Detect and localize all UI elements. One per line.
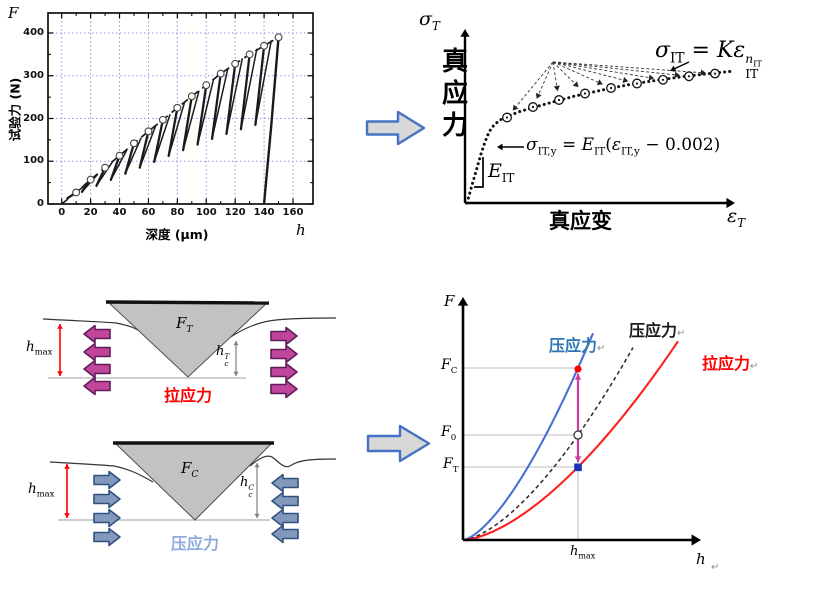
p2-epsilon-axis-symbol: εT bbox=[727, 205, 746, 230]
p2-yaxis-title: 真应力 bbox=[441, 47, 468, 141]
p1-yaxis-title: 试验力 (N) bbox=[7, 77, 23, 142]
p2-indentation-modulus-label: EIT bbox=[488, 160, 515, 185]
x-tick-label: 80 bbox=[170, 207, 185, 218]
p1-xaxis-title: 深度 (μm) bbox=[145, 227, 209, 242]
x-tick-label: 0 bbox=[58, 207, 66, 218]
p2-xaxis-title: 真应变 bbox=[549, 209, 612, 233]
y-tick-label: 200 bbox=[23, 112, 44, 124]
p4-reference-curve-label: 压应力↵ bbox=[629, 321, 686, 340]
y-tick-label: 300 bbox=[23, 69, 44, 81]
p1-depth-axis-symbol: h bbox=[296, 221, 306, 239]
y-tick-label: 0 bbox=[37, 198, 44, 209]
p3-compressive-force-label: FC bbox=[181, 459, 199, 480]
p3-compressive-hmax-label: hmax bbox=[28, 481, 55, 499]
x-tick-label: 60 bbox=[141, 207, 156, 218]
p2-yield-formula: σIT,y = EIT(εIT,y − 0.002) bbox=[526, 135, 721, 158]
p4-ft-tick-label: FT bbox=[443, 456, 459, 475]
x-tick-label: 120 bbox=[224, 207, 246, 218]
right-block-arrow-2 bbox=[366, 424, 431, 463]
y-tick-label: 100 bbox=[23, 155, 44, 167]
right-block-arrow-1 bbox=[365, 110, 426, 146]
p4-compressive-curve-label: 压应力↵ bbox=[549, 336, 606, 355]
p3-tensile-hmax-label: hmax bbox=[26, 339, 53, 357]
p3-tensile-force-label: FT bbox=[176, 314, 193, 335]
p3-tensile-stress-caption: 拉应力 bbox=[164, 386, 213, 405]
p4-depth-axis-symbol: h bbox=[696, 550, 706, 568]
p4-hmax-tick-label: hmax bbox=[570, 544, 596, 561]
p3-compressive-stress-caption: 压应力 bbox=[171, 534, 220, 553]
p4-return-mark-h: ↵ bbox=[711, 562, 720, 573]
x-tick-label: 40 bbox=[112, 207, 127, 218]
p2-power-law-formula: σIT = Kε nIT IT bbox=[655, 38, 763, 81]
p4-f0-tick-label: F0 bbox=[441, 424, 457, 443]
p4-tensile-curve-label: 拉应力↵ bbox=[702, 354, 759, 373]
x-tick-label: 100 bbox=[195, 207, 217, 218]
x-tick-label: 140 bbox=[253, 207, 275, 218]
p4-fc-tick-label: FC bbox=[441, 357, 458, 376]
x-tick-label: 160 bbox=[282, 207, 304, 218]
p2-sigma-axis-symbol: σT bbox=[419, 8, 440, 33]
p4-force-axis-symbol: F bbox=[444, 292, 455, 310]
p1-force-axis-symbol: F bbox=[8, 4, 19, 22]
x-tick-label: 20 bbox=[83, 207, 98, 218]
y-tick-label: 400 bbox=[23, 27, 44, 38]
